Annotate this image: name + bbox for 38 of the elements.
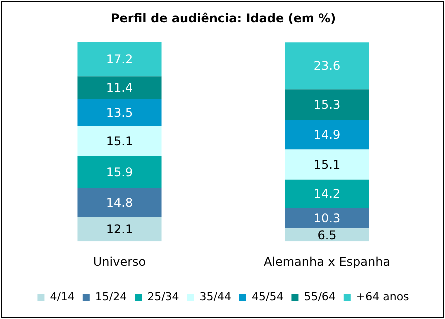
data-label: 6.5 (318, 228, 337, 242)
legend-label: 35/44 (200, 290, 232, 304)
data-label: 15.1 (314, 158, 341, 172)
bar (78, 42, 162, 77)
legend-label: 4/14 (50, 290, 75, 304)
legend-label: 55/64 (304, 290, 336, 304)
data-label: 12.1 (106, 222, 134, 237)
data-label: 14.8 (106, 196, 134, 210)
bar (78, 156, 162, 188)
data-label: 17.2 (106, 52, 134, 67)
x-tick-label: Alemanha x Espanha (264, 254, 391, 269)
legend-label: 45/54 (252, 290, 284, 304)
data-label: 11.4 (106, 81, 134, 96)
bar (78, 126, 162, 156)
data-label: 15.9 (106, 165, 134, 180)
legend-label: 25/34 (148, 290, 180, 304)
data-label: 15.3 (314, 98, 341, 112)
data-label: 14.9 (314, 128, 341, 142)
bar (285, 42, 370, 90)
data-label: 23.6 (314, 59, 341, 74)
bar (285, 150, 370, 180)
bar (78, 188, 162, 218)
x-tick-label: Universo (93, 254, 146, 269)
data-label: 14.2 (314, 187, 341, 202)
bar (78, 99, 162, 126)
bar (78, 76, 162, 100)
data-label: 10.3 (314, 212, 341, 226)
bar (285, 180, 370, 208)
bar (285, 228, 370, 242)
bar (285, 208, 370, 229)
bar (285, 90, 370, 120)
legend-label: 15/24 (95, 290, 128, 304)
chart-title: Perfil de audiência: Idade (em %) (110, 11, 336, 26)
legend-label: +64 anos (356, 290, 410, 304)
data-label: 13.5 (106, 106, 134, 120)
bar (285, 120, 370, 150)
bar (78, 217, 162, 242)
data-label: 15.1 (106, 134, 134, 148)
